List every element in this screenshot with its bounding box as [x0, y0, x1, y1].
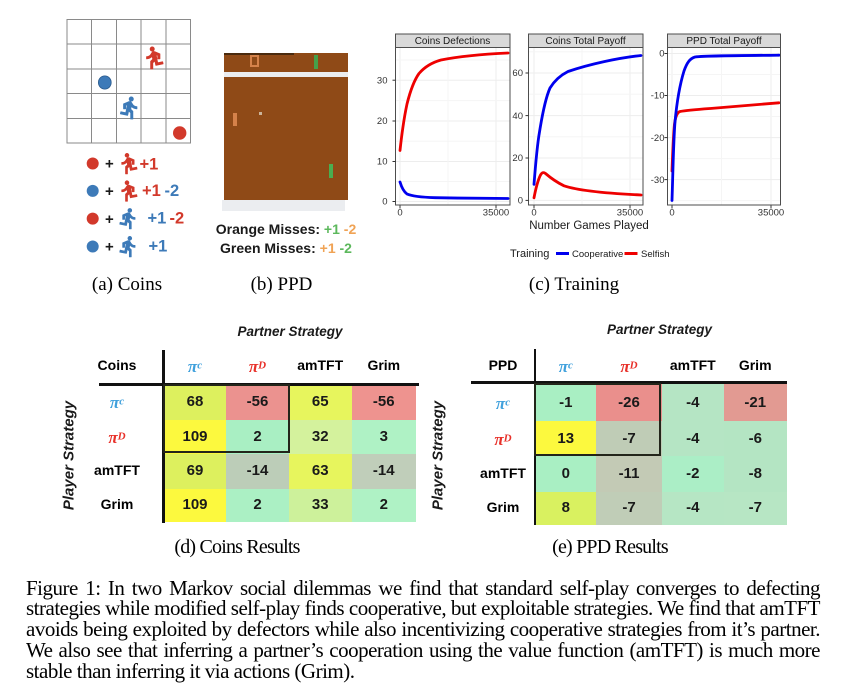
svg-text:Number Games Played: Number Games Played: [529, 220, 649, 232]
svg-text:-30: -30: [651, 175, 665, 186]
svg-text:Selfish: Selfish: [641, 249, 670, 260]
svg-text:+1: +1: [142, 182, 161, 200]
svg-text:20: 20: [512, 153, 523, 164]
svg-text:35000: 35000: [617, 208, 643, 219]
svg-text:-20: -20: [651, 133, 665, 144]
svg-text:30: 30: [377, 75, 388, 86]
svg-text:+: +: [105, 211, 114, 228]
svg-text:0: 0: [531, 208, 536, 219]
svg-text:-2: -2: [165, 182, 180, 200]
svg-text:60: 60: [512, 68, 523, 79]
svg-text:+1: +1: [148, 209, 167, 227]
svg-text:0: 0: [397, 208, 402, 219]
svg-text:20: 20: [377, 116, 388, 127]
svg-text:+: +: [105, 156, 114, 173]
svg-text:35000: 35000: [758, 208, 784, 219]
svg-text:0: 0: [669, 208, 674, 219]
svg-text:Cooperative: Cooperative: [572, 249, 623, 260]
svg-text:-2: -2: [170, 209, 185, 227]
svg-text:0: 0: [518, 196, 523, 207]
svg-text:0: 0: [659, 49, 664, 60]
svg-text:+1: +1: [149, 237, 168, 255]
svg-text:35000: 35000: [483, 208, 509, 219]
svg-text:-10: -10: [651, 91, 665, 102]
svg-text:+1: +1: [140, 155, 159, 173]
svg-text:40: 40: [512, 111, 523, 122]
svg-text:+: +: [105, 239, 114, 256]
svg-text:PPD Total Payoff: PPD Total Payoff: [686, 36, 761, 47]
svg-text:+: +: [105, 183, 114, 200]
svg-text:0: 0: [382, 197, 387, 208]
svg-text:10: 10: [377, 157, 388, 168]
svg-text:Coins Defections: Coins Defections: [415, 36, 491, 47]
svg-text:Coins Total Payoff: Coins Total Payoff: [545, 36, 625, 47]
svg-text:Training: Training: [510, 248, 549, 260]
